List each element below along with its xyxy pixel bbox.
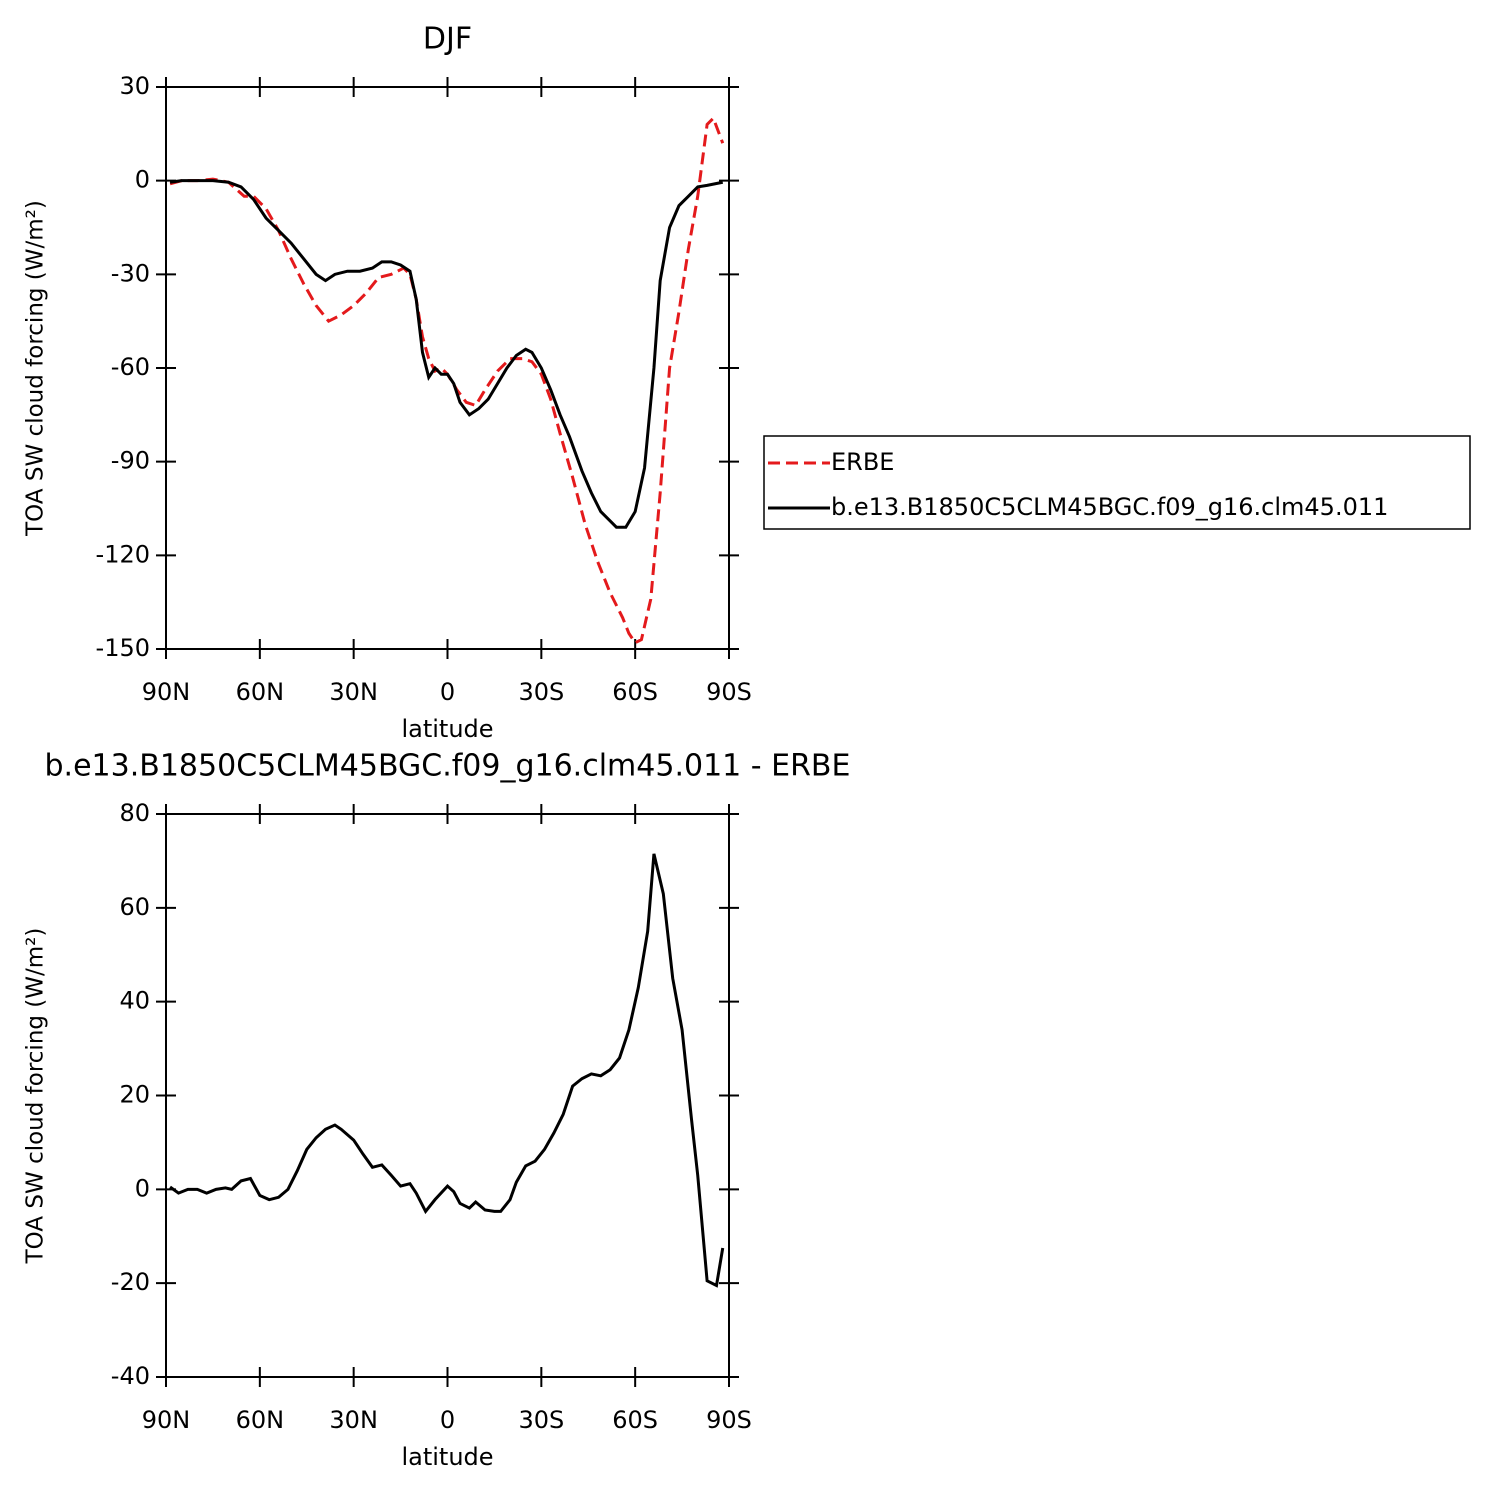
y-tick-label: -90: [111, 447, 150, 475]
x-tick-label: 90N: [142, 1406, 191, 1434]
data-line: [169, 853, 725, 1288]
y-axis-label: TOA SW cloud forcing (W/m²): [23, 928, 49, 1265]
y-axis-label: TOA SW cloud forcing (W/m²): [23, 200, 49, 537]
legend-label: ERBE: [831, 448, 894, 476]
y-tick-label: -150: [96, 634, 150, 662]
x-tick-label: 90N: [142, 678, 191, 706]
y-tick-label: 40: [119, 987, 150, 1015]
y-tick-label: -40: [111, 1362, 150, 1390]
plot-frame: [165, 813, 730, 1378]
x-tick-label: 90S: [706, 1406, 752, 1434]
y-tick-label: -30: [111, 259, 150, 287]
x-tick-label: 30S: [518, 678, 564, 706]
x-tick-label: 30N: [329, 678, 378, 706]
y-tick-label: 0: [135, 166, 150, 194]
data-line: [169, 179, 724, 529]
x-axis-label: latitude: [401, 715, 493, 743]
x-tick-label: 60N: [236, 1406, 285, 1434]
x-tick-label: 60S: [612, 678, 658, 706]
y-tick-label: 20: [119, 1081, 150, 1109]
y-tick-label: 30: [119, 72, 150, 100]
y-tick-label: -20: [111, 1268, 150, 1296]
x-tick-label: 90S: [706, 678, 752, 706]
y-tick-label: -120: [96, 540, 150, 568]
y-tick-label: 60: [119, 893, 150, 921]
y-tick-label: 80: [119, 799, 150, 827]
x-tick-label: 60N: [236, 678, 285, 706]
chart-title: DJF: [423, 22, 472, 57]
legend-label: b.e13.B1850C5CLM45BGC.f09_g16.clm45.011: [831, 493, 1388, 521]
x-tick-label: 30S: [518, 1406, 564, 1434]
x-tick-label: 0: [440, 1406, 455, 1434]
x-tick-label: 0: [440, 678, 455, 706]
plot-frame: [165, 86, 730, 650]
legend-box: [763, 435, 1471, 530]
x-axis-label: latitude: [401, 1443, 493, 1471]
y-tick-label: 0: [135, 1174, 150, 1202]
y-tick-label: -60: [111, 353, 150, 381]
chart-title: b.e13.B1850C5CLM45BGC.f09_g16.clm45.011 …: [45, 749, 851, 784]
x-tick-label: 60S: [612, 1406, 658, 1434]
x-tick-label: 30N: [329, 1406, 378, 1434]
